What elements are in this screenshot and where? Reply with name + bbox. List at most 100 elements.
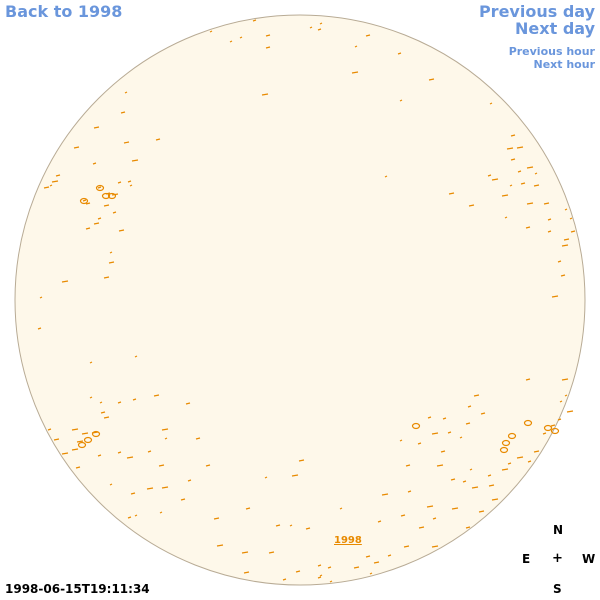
feature-blob (107, 192, 117, 200)
feature-mark (103, 276, 110, 279)
feature-mark (365, 34, 371, 37)
feature-mark (103, 204, 110, 207)
feature-blob (91, 430, 101, 438)
feature-mark (384, 175, 388, 178)
feature-mark (377, 520, 382, 523)
feature-mark (109, 251, 113, 254)
feature-mark (564, 394, 568, 397)
feature-mark (527, 460, 532, 463)
feature-blob (501, 439, 511, 447)
feature-mark (61, 280, 69, 283)
feature-mark (317, 564, 322, 567)
feature-mark (129, 184, 133, 187)
feature-mark (73, 146, 80, 149)
feature-mark (261, 93, 269, 96)
feature-mark (487, 474, 492, 477)
feature-mark (51, 180, 59, 183)
feature-mark (99, 401, 103, 404)
previous-hour-link[interactable]: Previous hour (508, 45, 595, 58)
feature-mark (569, 217, 573, 220)
feature-mark (187, 479, 192, 482)
feature-mark (570, 230, 576, 233)
feature-mark (185, 402, 191, 405)
feature-mark (431, 545, 439, 548)
feature-mark (282, 578, 287, 581)
feature-mark (39, 296, 43, 299)
feature-mark (517, 170, 522, 173)
feature-mark (92, 162, 97, 165)
feature-mark (85, 202, 91, 205)
feature-mark (245, 507, 251, 510)
feature-mark (117, 181, 122, 184)
feature-mark (533, 184, 540, 187)
feature-mark (43, 186, 50, 189)
feature-mark (526, 202, 534, 205)
feature-mark (89, 361, 93, 364)
feature-mark (403, 545, 410, 548)
feature-mark (158, 464, 165, 467)
feature-mark (117, 451, 122, 454)
feature-blob (523, 419, 533, 427)
feature-mark (563, 238, 570, 241)
feature-mark (239, 36, 243, 39)
previous-day-link[interactable]: Previous day (478, 2, 595, 21)
feature-mark (506, 147, 514, 150)
compass-center: + (552, 551, 563, 566)
feature-mark (81, 432, 89, 435)
feature-mark (112, 211, 117, 214)
feature-mark (564, 208, 568, 211)
feature-mark (132, 398, 137, 401)
feature-mark (550, 424, 556, 427)
feature-mark (295, 570, 301, 573)
feature-blob (79, 197, 89, 205)
feature-mark (159, 511, 163, 514)
feature-mark (520, 182, 526, 185)
feature-mark (216, 544, 224, 547)
year-link[interactable]: 1998 (334, 535, 362, 546)
feature-mark (55, 174, 61, 177)
feature-mark (268, 551, 275, 554)
feature-mark (543, 202, 550, 205)
feature-mark (109, 483, 113, 486)
feature-mark (265, 46, 271, 49)
feature-mark (298, 459, 305, 462)
feature-blob (550, 427, 560, 435)
feature-mark (117, 401, 122, 404)
feature-mark (459, 436, 463, 439)
compass-west: W (582, 552, 596, 566)
next-hour-link[interactable]: Next hour (533, 58, 596, 71)
feature-mark (97, 454, 102, 457)
feature-mark (467, 405, 472, 408)
feature-mark (381, 493, 389, 496)
feature-mark (353, 566, 360, 569)
feature-mark (491, 178, 499, 181)
feature-mark (557, 260, 562, 263)
next-day-link[interactable]: Next day (515, 19, 595, 38)
feature-mark (400, 514, 406, 517)
feature-blob (507, 432, 517, 440)
feature-mark (491, 498, 499, 501)
back-to-year-link[interactable]: Back to 1998 (5, 2, 123, 21)
feature-mark (373, 561, 380, 564)
feature-mark (309, 26, 313, 29)
feature-blob (499, 446, 509, 454)
feature-mark (533, 450, 540, 453)
feature-mark (124, 91, 128, 94)
feature-mark (264, 476, 268, 479)
feature-mark (37, 327, 42, 330)
feature-mark (93, 126, 100, 129)
feature-mark (399, 99, 403, 102)
feature-mark (471, 486, 479, 489)
feature-mark (275, 524, 281, 527)
feature-mark (489, 102, 493, 105)
feature-mark (436, 464, 444, 467)
feature-mark (108, 261, 115, 264)
feature-mark (243, 571, 250, 574)
feature-mark (432, 517, 437, 520)
feature-mark (542, 432, 547, 435)
feature-mark (478, 510, 485, 513)
feature-mark (566, 410, 574, 413)
feature-mark (205, 464, 211, 467)
feature-mark (153, 394, 160, 397)
feature-mark (289, 524, 293, 527)
